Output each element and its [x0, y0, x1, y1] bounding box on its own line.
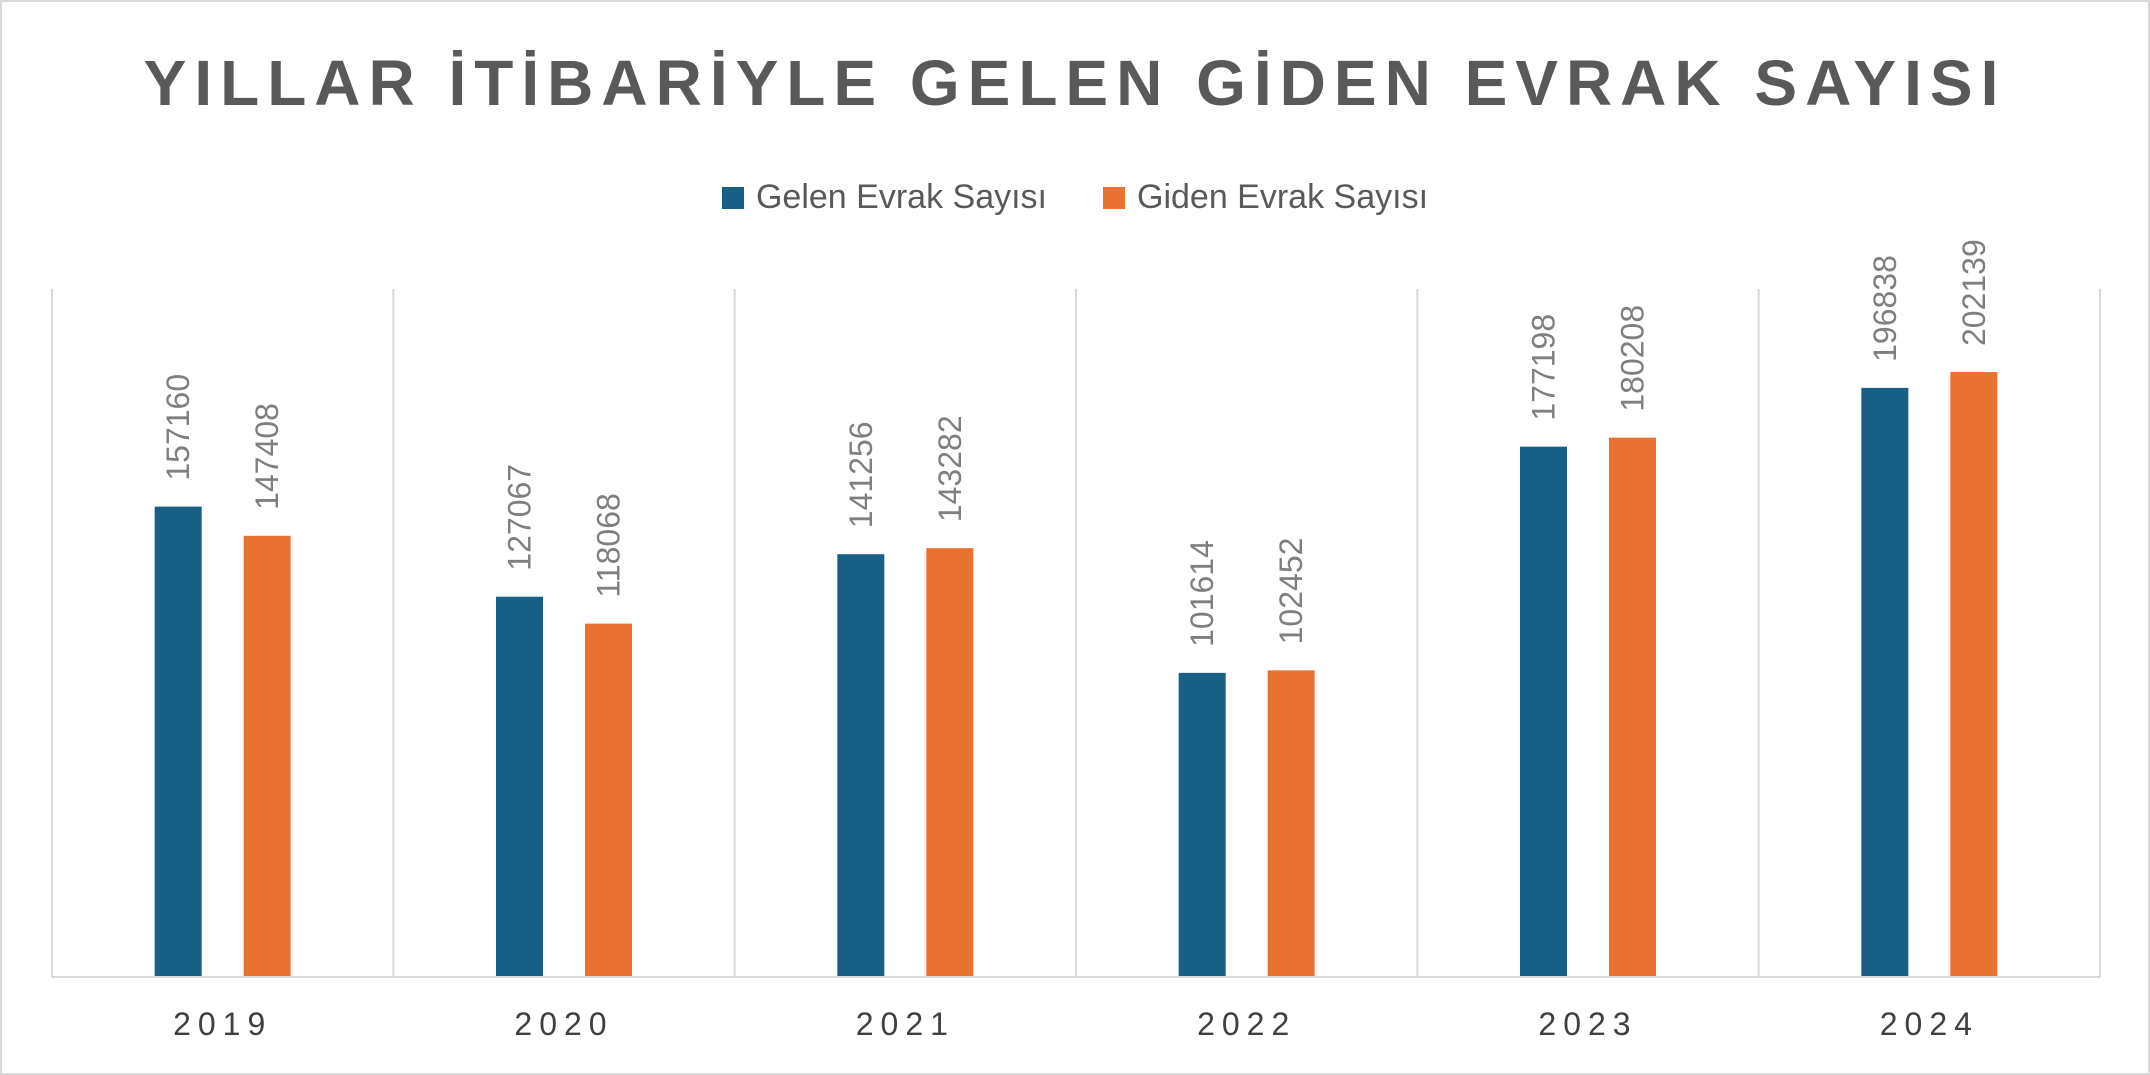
- legend-item-giden: Giden Evrak Sayısı: [1103, 178, 1428, 217]
- bar-gelen-2021: [837, 554, 885, 977]
- data-label-giden-2024: 202139: [1956, 239, 1992, 346]
- bar-giden-2024: [1950, 372, 1998, 977]
- x-tick-label-2021: 2021: [856, 1006, 955, 1042]
- chart-title: YILLAR İTİBARİYLE GELEN GİDEN EVRAK SAYI…: [143, 47, 2007, 119]
- bar-giden-2021: [926, 548, 974, 977]
- data-label-gelen-2024: 196838: [1867, 255, 1903, 362]
- bar-giden-2020: [585, 623, 632, 977]
- legend-swatch-giden: [1103, 186, 1125, 209]
- legend-label-giden: Giden Evrak Sayısı: [1137, 178, 1429, 216]
- legend-swatch-gelen: [721, 186, 744, 209]
- bar-giden-2019: [243, 535, 291, 977]
- x-tick-label-2019: 2019: [173, 1006, 272, 1042]
- x-tick-label-2024: 2024: [1880, 1006, 1979, 1042]
- data-label-giden-2020: 118068: [591, 493, 627, 597]
- data-label-gelen-2021: 141256: [843, 421, 879, 528]
- x-tick-label-2023: 2023: [1538, 1006, 1637, 1042]
- bar-gelen-2020: [496, 596, 543, 977]
- x-tick-label-2022: 2022: [1197, 1006, 1296, 1042]
- bar-gelen-2022: [1178, 672, 1226, 977]
- x-tick-label-2020: 2020: [514, 1006, 613, 1042]
- data-label-giden-2019: 147408: [249, 403, 285, 510]
- data-label-gelen-2022: 101614: [1184, 540, 1220, 647]
- chart-legend: Gelen Evrak Sayısı Giden Evrak Sayısı: [2, 178, 2148, 217]
- data-label-giden-2022: 102452: [1273, 538, 1309, 645]
- legend-label-gelen: Gelen Evrak Sayısı: [755, 178, 1047, 216]
- data-label-gelen-2019: 157160: [160, 374, 196, 481]
- data-label-gelen-2020: 127067: [502, 464, 538, 571]
- bar-gelen-2024: [1861, 387, 1909, 977]
- bar-gelen-2019: [154, 506, 202, 977]
- legend-item-gelen: Gelen Evrak Sayısı: [721, 178, 1047, 217]
- data-label-giden-2023: 180208: [1615, 305, 1651, 412]
- data-label-gelen-2023: 177198: [1526, 314, 1562, 421]
- data-label-giden-2021: 143282: [932, 415, 968, 522]
- bar-giden-2023: [1609, 437, 1656, 977]
- bar-gelen-2023: [1520, 446, 1567, 977]
- bar-giden-2022: [1267, 670, 1315, 977]
